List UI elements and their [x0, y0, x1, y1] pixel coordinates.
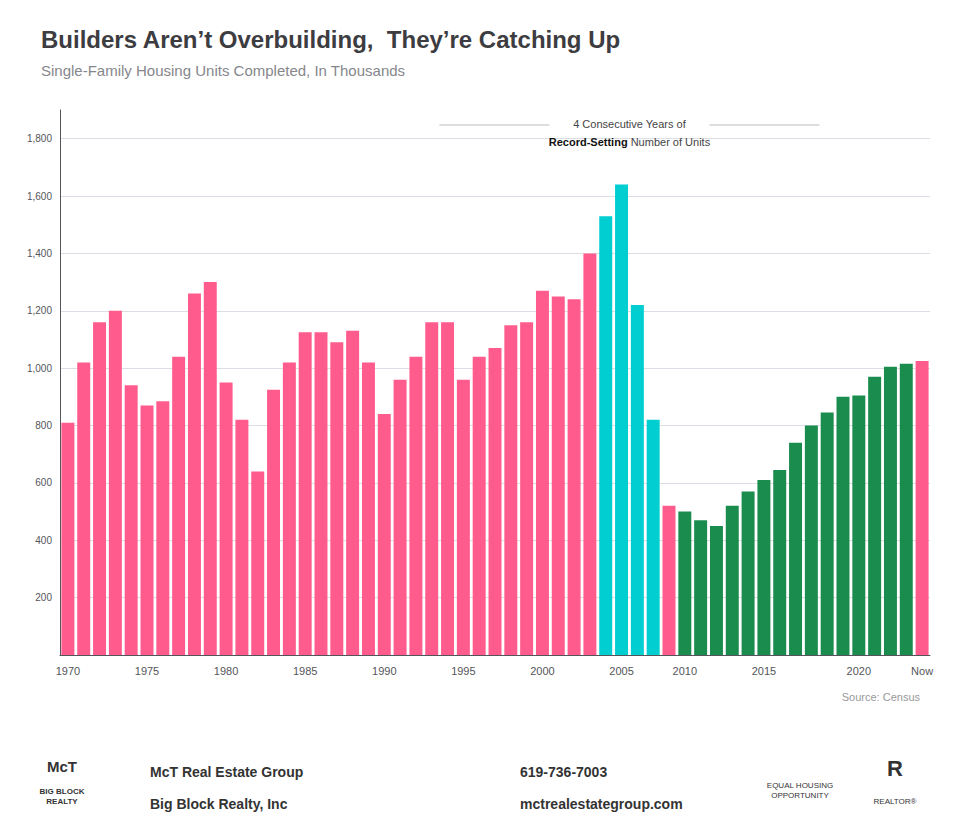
svg-text:EQUAL HOUSING: EQUAL HOUSING — [767, 781, 833, 790]
svg-text:REALTOR®: REALTOR® — [874, 797, 917, 806]
svg-text:1985: 1985 — [293, 665, 317, 677]
svg-text:2015: 2015 — [752, 665, 776, 677]
svg-text:1,600: 1,600 — [27, 191, 52, 202]
svg-text:2020: 2020 — [847, 665, 871, 677]
svg-text:Record-Setting: Record-Setting — [549, 136, 628, 148]
svg-text:2000: 2000 — [530, 665, 554, 677]
svg-text:1990: 1990 — [372, 665, 396, 677]
svg-text:1,000: 1,000 — [27, 363, 52, 374]
svg-text:Number of Units: Number of Units — [628, 136, 711, 148]
svg-text:McT Real Estate Group: McT Real Estate Group — [150, 764, 303, 780]
svg-text:REALTY: REALTY — [46, 797, 78, 806]
svg-text:R: R — [887, 756, 903, 781]
svg-text:1,800: 1,800 — [27, 133, 52, 144]
svg-text:Source: Census: Source: Census — [842, 691, 921, 703]
svg-text:200: 200 — [35, 592, 52, 603]
svg-text:McT: McT — [47, 758, 77, 775]
svg-text:1,400: 1,400 — [27, 248, 52, 259]
svg-text:2010: 2010 — [673, 665, 697, 677]
svg-text:mctrealestategroup.com: mctrealestategroup.com — [520, 796, 683, 812]
svg-text:600: 600 — [35, 477, 52, 488]
svg-text:OPPORTUNITY: OPPORTUNITY — [771, 791, 829, 800]
svg-text:1975: 1975 — [135, 665, 159, 677]
svg-text:Now: Now — [911, 665, 933, 677]
svg-text:1,200: 1,200 — [27, 305, 52, 316]
svg-text:BIG BLOCK: BIG BLOCK — [40, 787, 85, 796]
svg-text:619-736-7003: 619-736-7003 — [520, 764, 607, 780]
svg-text:Single-Family Housing Units Co: Single-Family Housing Units Completed, I… — [41, 62, 405, 79]
svg-text:1970: 1970 — [56, 665, 80, 677]
svg-text:800: 800 — [35, 420, 52, 431]
svg-text:1995: 1995 — [451, 665, 475, 677]
svg-text:1980: 1980 — [214, 665, 238, 677]
svg-text:400: 400 — [35, 535, 52, 546]
svg-text:2005: 2005 — [609, 665, 633, 677]
svg-text:4 Consecutive Years of: 4 Consecutive Years of — [573, 118, 686, 130]
svg-text:Builders Aren’t Overbuilding,: Builders Aren’t Overbuilding, They’re Ca… — [41, 26, 620, 53]
svg-text:Big Block Realty, Inc: Big Block Realty, Inc — [150, 796, 288, 812]
